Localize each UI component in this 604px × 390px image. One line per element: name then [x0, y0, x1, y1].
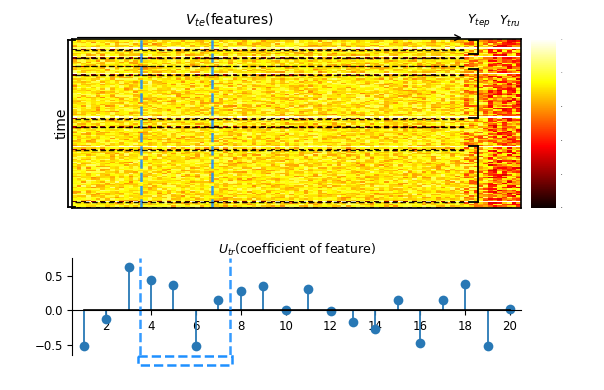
Text: $V_{te}$(features): $V_{te}$(features): [185, 12, 274, 29]
Title: $U_{tr}$(coefficient of feature): $U_{tr}$(coefficient of feature): [218, 242, 376, 258]
Y-axis label: time: time: [54, 108, 68, 139]
Text: $Y_{tep}$: $Y_{tep}$: [467, 12, 491, 29]
Text: $Y_{tru}$: $Y_{tru}$: [500, 14, 521, 29]
